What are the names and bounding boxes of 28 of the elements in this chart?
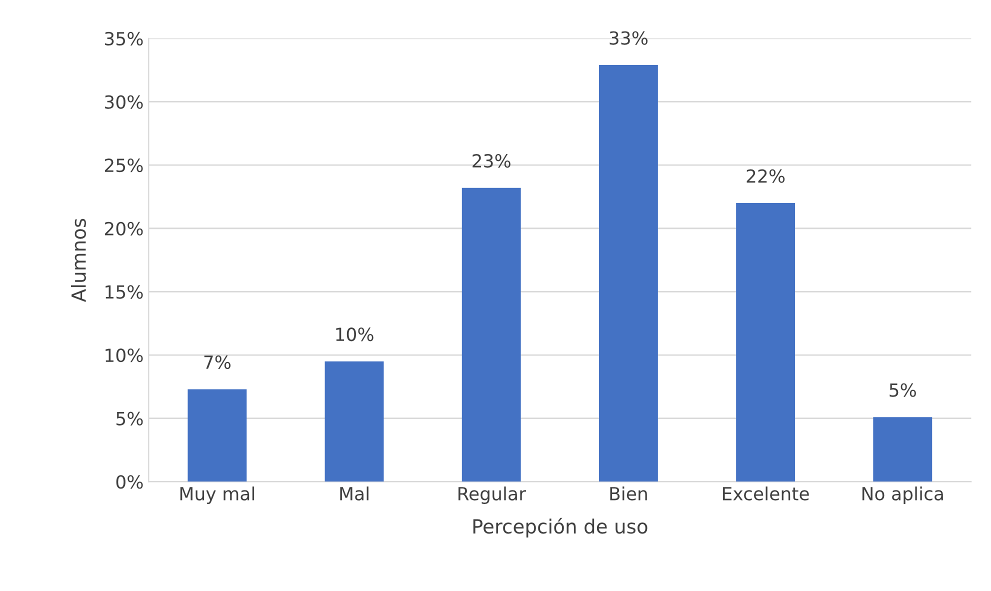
x-tick-label: Muy mal — [180, 486, 254, 504]
data-label: 22% — [746, 169, 785, 183]
x-tick-label: Mal — [340, 486, 368, 500]
bar — [598, 65, 658, 482]
y-tick-label: 0% — [116, 475, 143, 489]
bar — [873, 417, 932, 482]
data-label: 7% — [204, 355, 231, 370]
x-tick-label: Bien — [610, 486, 647, 500]
data-label: 33% — [610, 31, 648, 45]
bar — [462, 188, 521, 482]
y-tick-label: 30% — [105, 95, 143, 109]
y-axis-title: Alumnos — [70, 218, 86, 302]
x-tick-label: Excelente — [723, 486, 809, 500]
y-tick-label: 15% — [106, 285, 143, 299]
bar — [736, 203, 796, 482]
data-label: 10% — [336, 328, 374, 342]
y-tick-label: 35% — [105, 32, 143, 46]
y-tick-label: 5% — [116, 412, 143, 426]
bar — [324, 361, 384, 482]
x-tick-label: Regular — [458, 486, 526, 504]
y-tick-label: 10% — [106, 348, 143, 362]
y-tick-label: 20% — [104, 222, 143, 236]
x-axis-title: Percepción de uso — [473, 518, 648, 538]
y-tick-label: 25% — [104, 158, 143, 172]
bar — [188, 389, 247, 482]
data-label: 5% — [890, 383, 916, 397]
data-label: 23% — [472, 154, 510, 168]
x-tick-label: No aplica — [862, 486, 943, 504]
